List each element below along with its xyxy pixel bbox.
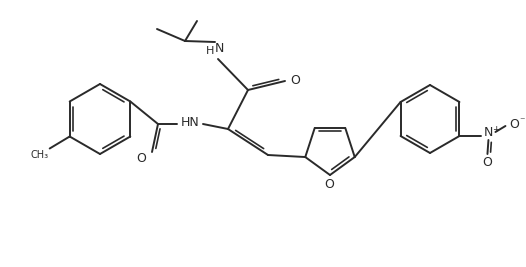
Text: HN: HN bbox=[180, 116, 199, 128]
Text: N: N bbox=[214, 41, 224, 54]
Text: O: O bbox=[136, 151, 146, 164]
Text: +: + bbox=[492, 124, 499, 134]
Text: O: O bbox=[290, 73, 300, 87]
Text: O: O bbox=[510, 119, 519, 132]
Text: ⁻: ⁻ bbox=[520, 116, 525, 126]
Text: O: O bbox=[482, 156, 492, 170]
Text: H: H bbox=[206, 46, 214, 56]
Text: O: O bbox=[324, 178, 334, 190]
Text: N: N bbox=[484, 127, 493, 139]
Text: CH₃: CH₃ bbox=[31, 150, 49, 159]
